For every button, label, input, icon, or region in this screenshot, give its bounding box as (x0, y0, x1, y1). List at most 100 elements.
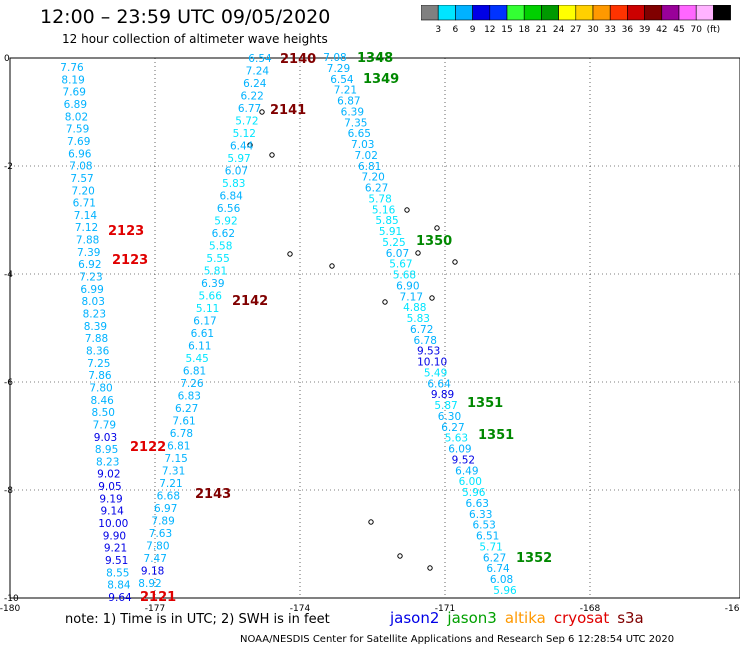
satellite-legend-altika: altika (504, 609, 546, 627)
wave-height-value: 6.89 (64, 99, 87, 111)
wave-height-value: 6.27 (365, 183, 388, 195)
wave-height-value: 6.92 (78, 259, 101, 271)
wave-height-value: 9.64 (108, 592, 132, 604)
wave-height-value: 7.88 (85, 333, 108, 345)
wave-height-value: 6.97 (154, 503, 177, 515)
island-outline (415, 250, 421, 256)
wave-height-value: 7.86 (88, 370, 112, 382)
island-outline (269, 152, 275, 158)
track-time-label: 1350 (416, 234, 452, 249)
wave-height-value: 5.85 (375, 215, 398, 227)
scale-label: 6 (453, 25, 459, 35)
island-outline (434, 225, 440, 231)
wave-height-value: 6.64 (427, 378, 451, 390)
wave-height-value: 9.53 (417, 346, 440, 358)
wave-height-value: 6.96 (68, 148, 92, 160)
wave-height-value: 7.76 (60, 62, 84, 74)
scale-swatch (627, 5, 645, 21)
track-time-label: 2122 (130, 440, 166, 455)
scale-swatch (592, 5, 611, 21)
wave-height-value: 6.30 (438, 411, 461, 423)
wave-height-value: 6.72 (410, 324, 433, 336)
wave-height-value: 6.27 (175, 403, 198, 415)
track-time-label: 2142 (232, 294, 268, 309)
scale-swatch (678, 5, 697, 21)
wave-height-value: 6.81 (358, 161, 381, 173)
wave-height-value: 5.96 (493, 585, 517, 597)
wave-height-value: 8.55 (106, 567, 129, 579)
scale-label: 9 (470, 25, 476, 35)
track-time-label: 1349 (363, 72, 399, 87)
track-time-label: 2123 (112, 253, 148, 268)
scale-swatch (541, 5, 559, 21)
wave-height-value: 6.65 (348, 128, 371, 140)
island-outline (287, 251, 293, 257)
wave-height-value: 7.89 (151, 516, 174, 528)
scale-label: 42 (656, 25, 667, 35)
wave-height-value: 6.62 (212, 228, 235, 240)
wave-height-value: 6.63 (466, 498, 489, 510)
wave-height-value: 7.14 (74, 210, 98, 222)
page-title: 12:00 – 23:59 UTC 09/05/2020 (40, 6, 331, 28)
wave-height-value: 5.83 (222, 178, 245, 190)
wave-height-value: 7.57 (70, 173, 93, 185)
wave-height-value: 7.17 (400, 291, 423, 303)
credit-text: NOAA/NESDIS Center for Satellite Applica… (240, 634, 675, 645)
wave-height-value: 7.69 (67, 136, 90, 148)
wave-height-value: 6.27 (441, 422, 464, 434)
wave-height-value: 5.49 (424, 367, 447, 379)
wave-height-value: 6.81 (167, 441, 190, 453)
wave-height-value: 6.90 (396, 280, 419, 292)
satellite-legend: jason2 jason3 altika cryosat s3a (390, 609, 652, 627)
wave-height-value: 6.71 (73, 198, 96, 210)
scale-label: 3 (435, 25, 441, 35)
wave-height-value: 6.49 (455, 465, 478, 477)
wave-height-value: 8.03 (82, 296, 105, 308)
wave-height-value: 6.00 (459, 476, 482, 488)
scale-swatch (455, 5, 473, 21)
track-time-label: 2121 (140, 590, 176, 605)
y-tick-label: -10 (4, 594, 19, 604)
scale-swatch (506, 5, 525, 21)
wave-height-value: 7.29 (327, 63, 350, 75)
wave-height-value: 6.99 (80, 284, 103, 296)
wave-height-value: 7.08 (323, 52, 346, 64)
wave-height-value: 6.08 (490, 574, 513, 586)
wave-height-value: 5.58 (209, 241, 232, 253)
wave-height-value: 6.74 (486, 563, 510, 575)
wave-height-value: 5.91 (379, 226, 402, 238)
wave-height-value: 7.26 (180, 378, 204, 390)
wave-height-value: 6.87 (337, 96, 360, 108)
wave-height-value: 8.02 (65, 111, 88, 123)
wave-height-value: 7.02 (355, 150, 378, 162)
wave-height-value: 6.68 (157, 491, 180, 503)
wave-height-value: 7.20 (361, 172, 384, 184)
scale-swatch (523, 5, 542, 21)
wave-height-value: 5.78 (368, 193, 391, 205)
wave-height-value: 9.03 (94, 432, 117, 444)
wave-height-value: 5.66 (199, 291, 223, 303)
wave-height-value: 7.47 (144, 553, 167, 565)
wave-height-value: 7.61 (172, 416, 195, 428)
satellite-legend-s3a: s3a (617, 609, 644, 627)
island-outline (259, 109, 265, 115)
wave-height-value: 6.24 (243, 78, 267, 90)
wave-height-value: 7.80 (146, 541, 169, 553)
wave-height-value: 5.68 (393, 270, 416, 282)
scale-swatch (558, 5, 577, 21)
page-subtitle: 12 hour collection of altimeter wave hei… (62, 32, 328, 46)
wave-height-value: 9.51 (105, 555, 128, 567)
wave-height-value: 5.71 (479, 541, 502, 553)
wave-height-value: 8.84 (107, 580, 131, 592)
wave-height-value: 5.97 (227, 153, 250, 165)
wave-height-value: 6.07 (386, 248, 409, 260)
wave-height-value: 6.61 (191, 328, 214, 340)
wave-height-value: 6.27 (483, 552, 506, 564)
wave-height-value: 6.83 (178, 391, 201, 403)
wave-height-value: 6.33 (469, 509, 492, 521)
wave-height-value: 9.21 (104, 543, 127, 555)
scale-label: 33 (604, 25, 615, 35)
wave-height-value: 7.15 (164, 453, 187, 465)
color-scale-legend: 3 6 9 12 15 18 21 24 27 30 33 36 39 42 45 70 (ft) (421, 5, 731, 35)
